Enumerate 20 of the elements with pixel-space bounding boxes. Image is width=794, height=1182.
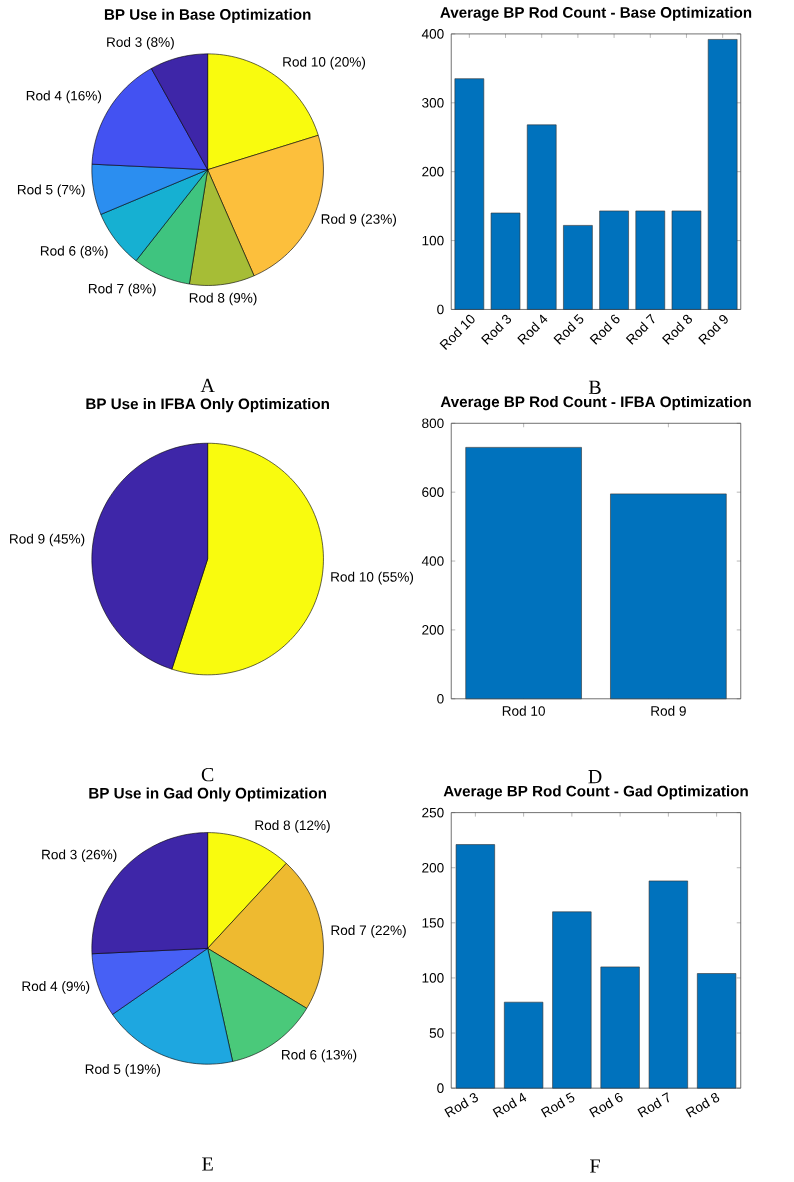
bar	[696, 973, 736, 1089]
bar	[562, 225, 593, 310]
text: F	[589, 1159, 600, 1173]
text: B	[588, 380, 601, 394]
bar	[600, 966, 640, 1089]
bar	[526, 124, 557, 310]
bar	[648, 880, 688, 1089]
bar	[707, 39, 738, 310]
text: C	[201, 767, 213, 782]
bar	[455, 844, 495, 1089]
bar	[635, 210, 665, 310]
bar	[454, 78, 484, 310]
bar	[599, 210, 629, 310]
text: D	[588, 770, 602, 784]
bar	[551, 911, 592, 1089]
bar	[490, 212, 520, 310]
bar	[503, 1001, 543, 1089]
text: A	[200, 378, 215, 392]
text: E	[201, 1157, 213, 1171]
bar	[671, 210, 701, 310]
